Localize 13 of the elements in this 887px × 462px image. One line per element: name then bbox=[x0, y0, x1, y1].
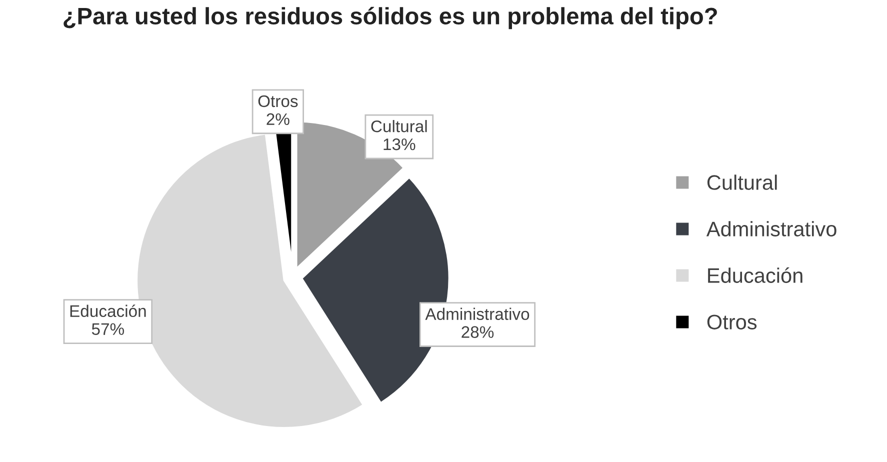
legend-label: Educación bbox=[708, 267, 802, 283]
data-label: 2% bbox=[266, 113, 290, 126]
legend-label: Otros bbox=[707, 314, 757, 330]
chart-title: ¿Para usted los residuos sólidos es un problema del tipo? bbox=[64, 6, 717, 30]
legend-label: Administrativo bbox=[706, 221, 836, 236]
legend-label: Cultural bbox=[707, 174, 777, 190]
slice-label: Administrativo bbox=[425, 308, 530, 320]
data-label: 28% bbox=[462, 326, 494, 338]
slice-label: Otros bbox=[258, 95, 298, 108]
data-label: 13% bbox=[384, 138, 416, 150]
slice-label: Educación bbox=[70, 304, 146, 318]
slice-label: Cultural bbox=[371, 120, 427, 132]
data-label: 57% bbox=[92, 323, 124, 335]
